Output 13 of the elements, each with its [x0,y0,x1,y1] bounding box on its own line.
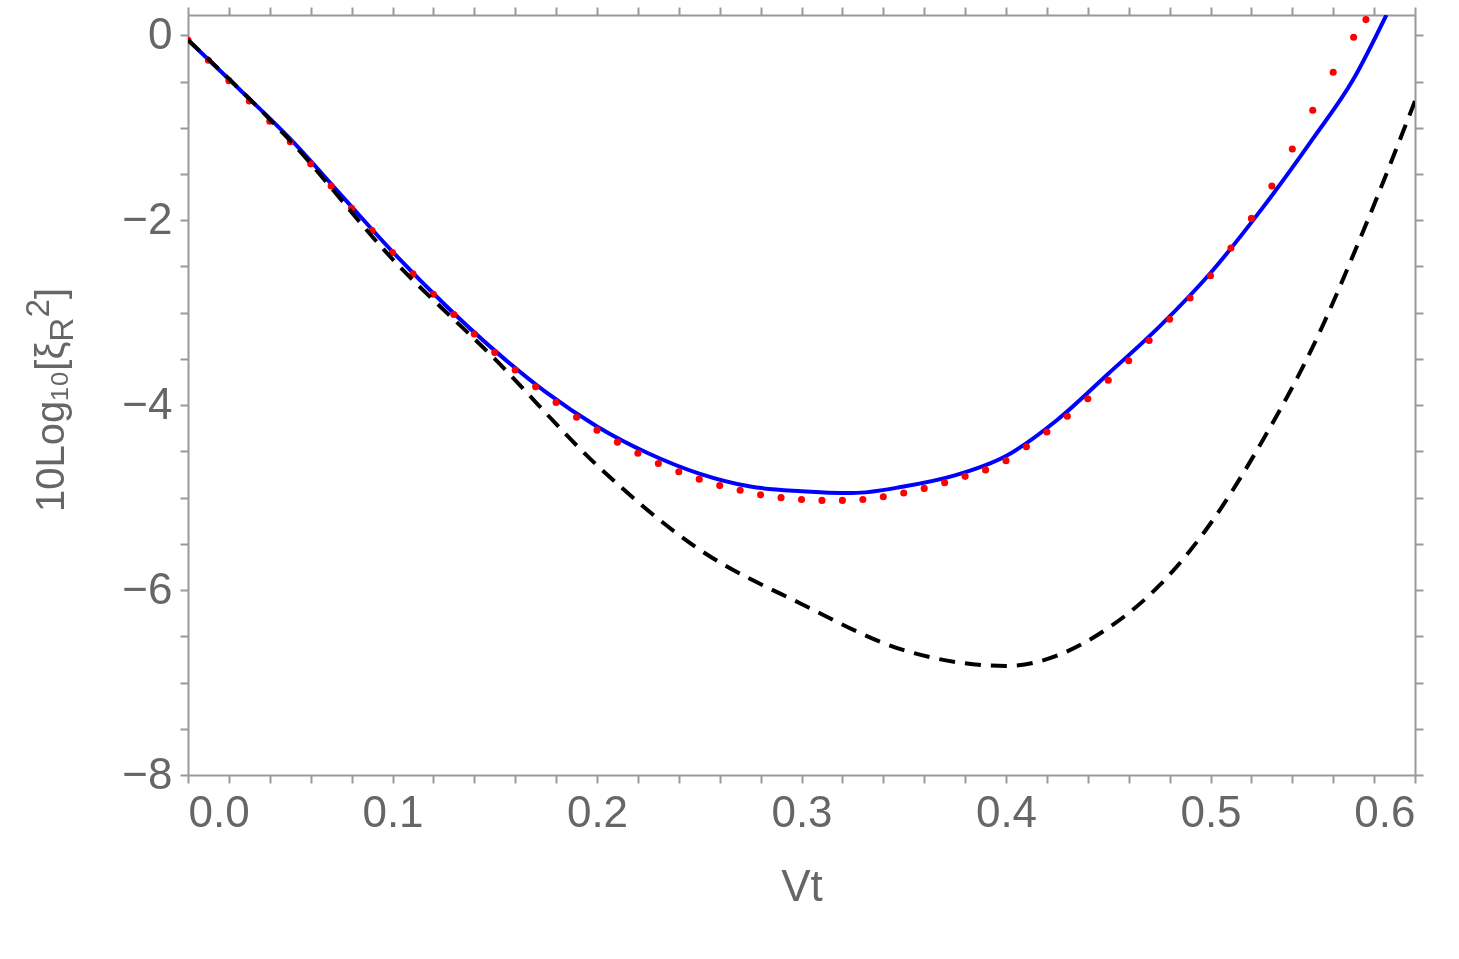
y-tick-label: −4 [122,378,173,428]
y-tick-label: 0 [148,8,173,58]
y-tick-label: −6 [122,563,173,613]
x-tick-label: 0.1 [362,786,424,836]
x-tick-label: 0.6 [1354,786,1416,836]
x-tick-label: 0.2 [566,786,629,836]
x-tick-label: 0.0 [188,786,250,836]
x-tick-label: 0.3 [771,786,833,836]
x-axis-title: Vt [781,860,823,910]
x-tick-label: 0.5 [1180,786,1242,836]
x-tick-label: 0.4 [975,786,1038,836]
y-tick-label: −8 [122,748,173,798]
y-tick-label: −2 [122,193,173,243]
